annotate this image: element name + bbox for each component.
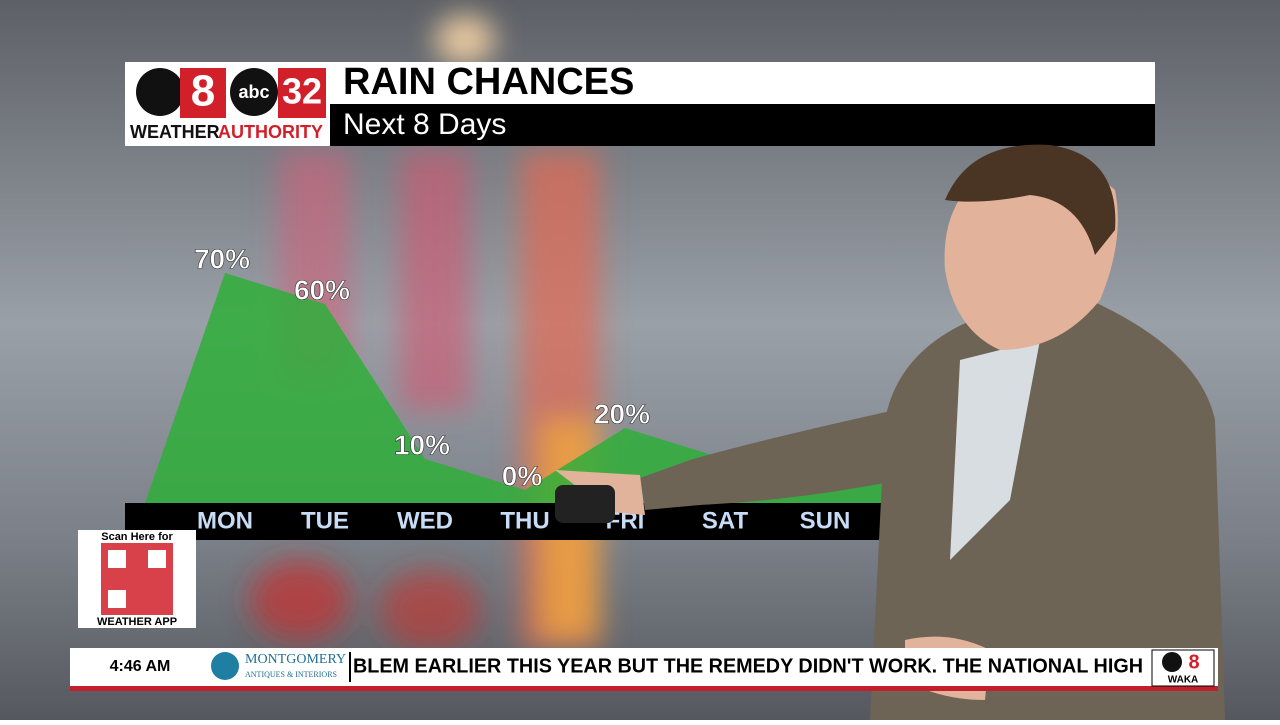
qr-bottom: WEATHER APP	[97, 616, 177, 628]
cbs-eye	[136, 68, 184, 116]
qr-finder	[148, 550, 166, 568]
brand-weather: WEATHER	[130, 122, 220, 142]
rain-area	[145, 273, 885, 503]
qr-finder	[108, 550, 126, 568]
station-name: WAKA	[1168, 675, 1199, 686]
logo-network: abc	[238, 82, 269, 102]
subtitle-bar	[330, 104, 1155, 146]
axis-band	[125, 503, 890, 540]
qr-finder	[108, 590, 126, 608]
divider	[349, 652, 351, 682]
x-tick-label: TUE	[301, 507, 349, 534]
ticker-line	[70, 686, 1218, 691]
station-box	[1151, 649, 1215, 687]
abc-circle	[230, 68, 278, 116]
x-tick-label: WED	[397, 507, 453, 534]
qr-top: Scan Here for	[101, 531, 173, 543]
station-number: 8	[1188, 651, 1199, 673]
sponsor-sub: ANTIQUES & INTERIORS	[245, 670, 337, 679]
brand-authority: AUTHORITY	[218, 122, 323, 142]
chart-title: RAIN CHANCES	[343, 61, 634, 103]
chart-subtitle: Next 8 Days	[343, 108, 506, 141]
x-tick-label: THU	[500, 507, 549, 534]
title-bar	[330, 62, 1155, 104]
ticker-bar	[70, 648, 1218, 690]
data-label: 0%	[502, 460, 543, 491]
ticker-time: 4:46 AM	[110, 658, 171, 675]
x-tick-label: MON	[197, 507, 253, 534]
x-tick-label: SUN	[800, 507, 851, 534]
x-tick-label: SAT	[702, 507, 749, 534]
presenter	[555, 144, 1225, 720]
sponsor-icon	[211, 652, 239, 680]
logo-red	[180, 68, 226, 118]
logo-red-2	[278, 68, 326, 118]
station-eye	[1162, 652, 1182, 672]
logo-channel: 32	[282, 71, 322, 112]
sponsor-name: MONTGOMERY	[245, 652, 346, 667]
data-label: 70%	[194, 243, 250, 274]
data-label: 20%	[594, 398, 650, 429]
data-label: 60%	[294, 274, 350, 305]
ticker-text: BLEM EARLIER THIS YEAR BUT THE REMEDY DI…	[353, 655, 1143, 677]
logo-number: 8	[191, 67, 215, 116]
data-label: 10%	[394, 429, 450, 460]
